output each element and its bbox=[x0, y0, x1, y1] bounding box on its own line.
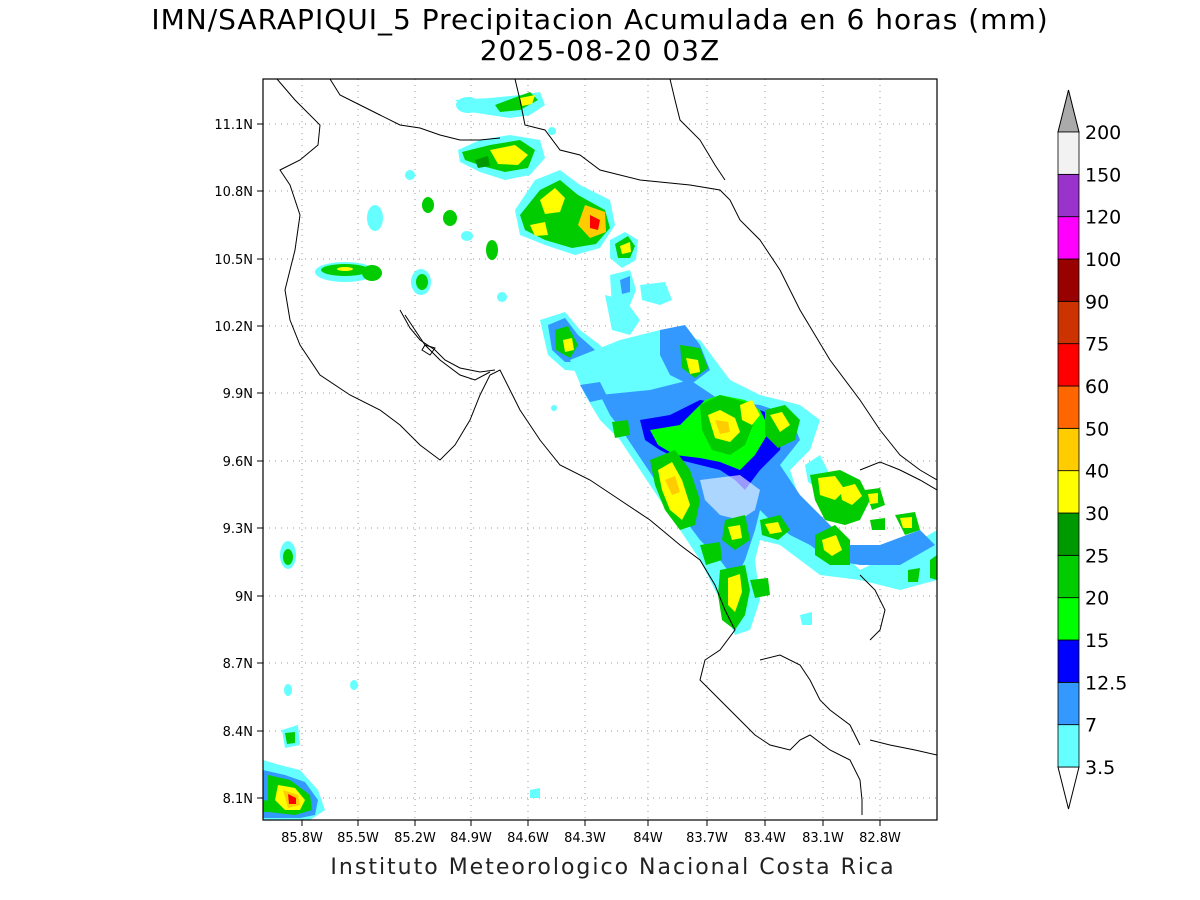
lat-tick-label: 8.7N bbox=[223, 657, 253, 672]
rain-scattered-west bbox=[280, 97, 557, 696]
lat-tick-label: 9.9N bbox=[223, 387, 253, 402]
colorbar-max-arrow bbox=[1057, 89, 1080, 133]
colorbar-level-label: 40 bbox=[1085, 461, 1109, 483]
colorbar-level-label: 7 bbox=[1085, 715, 1097, 737]
lat-tick-label: 10.8N bbox=[214, 185, 253, 200]
colorbar-min-arrow bbox=[1057, 766, 1080, 810]
lat-tick-label: 9N bbox=[235, 590, 253, 605]
lat-tick-label: 8.1N bbox=[223, 792, 253, 807]
colorbar-segment bbox=[1057, 554, 1080, 599]
colorbar-segment bbox=[1057, 597, 1080, 641]
footer-institution: Instituto Meteorologico Nacional Costa R… bbox=[330, 855, 896, 880]
precipitation-field bbox=[263, 92, 937, 820]
lon-tick-label: 85.2W bbox=[394, 831, 436, 846]
colorbar-level-label: 200 bbox=[1085, 122, 1121, 144]
colorbar-level-label: 12.5 bbox=[1085, 672, 1127, 694]
colorbar-level-label: 100 bbox=[1085, 249, 1121, 271]
lat-tick-label: 9.3N bbox=[223, 522, 253, 537]
colorbar-level-label: 60 bbox=[1085, 376, 1109, 398]
lon-tick-label: 84.9W bbox=[450, 831, 492, 846]
rain-cluster-southwest bbox=[263, 725, 540, 820]
longitude-ticks: 85.8W 85.5W 85.2W 84.9W 84.6W 84.3W 84W 83.7W 83… bbox=[281, 820, 901, 846]
colorbar-segment bbox=[1057, 470, 1080, 514]
lat-tick-label: 9.6N bbox=[223, 455, 253, 470]
coastlines bbox=[276, 79, 937, 815]
colorbar-legend: 3.5 7 12.5 15 20 25 30 40 50 60 75 90 100 120 150 200 bbox=[1057, 89, 1127, 810]
chart-subtitle-date: 2025-08-20 03Z bbox=[479, 34, 721, 67]
chart-title: IMN/SARAPIQUI_5 Precipitacion Acumulada … bbox=[151, 3, 1049, 36]
lon-tick-label: 83.4W bbox=[744, 831, 786, 846]
colorbar-level-label: 15 bbox=[1085, 630, 1109, 652]
colorbar-level-label: 30 bbox=[1085, 503, 1109, 525]
lon-tick-label: 84.3W bbox=[564, 831, 606, 846]
rain-cluster-guanacaste bbox=[515, 170, 672, 335]
colorbar-segment bbox=[1057, 173, 1080, 218]
colorbar-segment bbox=[1057, 385, 1080, 429]
lon-tick-label: 84W bbox=[633, 831, 663, 846]
rain-cluster-north bbox=[455, 92, 545, 180]
lon-tick-label: 83.7W bbox=[686, 831, 728, 846]
colorbar-level-label: 3.5 bbox=[1085, 757, 1115, 779]
colorbar-segment bbox=[1057, 724, 1080, 768]
colorbar-segment bbox=[1057, 300, 1080, 345]
lon-tick-label: 83.1W bbox=[802, 831, 844, 846]
colorbar-level-label: 25 bbox=[1085, 545, 1109, 567]
colorbar-level-label: 120 bbox=[1085, 207, 1121, 229]
lat-tick-label: 10.2N bbox=[214, 320, 253, 335]
lon-tick-label: 85.8W bbox=[281, 831, 323, 846]
colorbar-segment bbox=[1057, 258, 1080, 302]
lon-tick-label: 82.8W bbox=[859, 831, 901, 846]
colorbar-segment bbox=[1057, 512, 1080, 556]
colorbar-segment bbox=[1057, 639, 1080, 683]
colorbar-level-label: 150 bbox=[1085, 164, 1121, 186]
rain-cluster-central bbox=[540, 312, 937, 635]
colorbar-segment bbox=[1057, 131, 1080, 175]
colorbar-segment bbox=[1057, 343, 1080, 387]
colorbar-segment bbox=[1057, 427, 1080, 472]
colorbar-level-label: 90 bbox=[1085, 291, 1109, 313]
colorbar-segment bbox=[1057, 216, 1080, 260]
colorbar-level-label: 20 bbox=[1085, 588, 1109, 610]
colorbar-level-label: 75 bbox=[1085, 334, 1109, 356]
latitude-ticks: 11.1N 10.8N 10.5N 10.2N 9.9N 9.6N 9.3N 9N 8.7N 8.… bbox=[214, 118, 263, 807]
lon-tick-label: 85.5W bbox=[337, 831, 379, 846]
lon-tick-label: 84.6W bbox=[507, 831, 549, 846]
lat-tick-label: 11.1N bbox=[214, 118, 253, 133]
lat-tick-label: 10.5N bbox=[214, 253, 253, 268]
colorbar-level-label: 50 bbox=[1085, 418, 1109, 440]
lat-tick-label: 8.4N bbox=[223, 725, 253, 740]
map-frame bbox=[262, 78, 938, 821]
map-grid bbox=[263, 79, 937, 820]
colorbar-segment bbox=[1057, 681, 1080, 726]
